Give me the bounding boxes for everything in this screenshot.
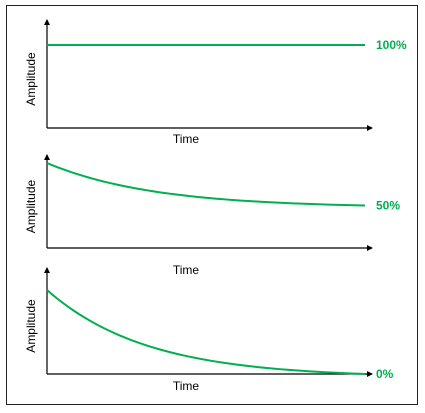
chart-2-y-axis-label: Amplitude [24, 180, 38, 234]
chart-1-x-axis-label: Time [173, 132, 200, 146]
chart-2-end-label: 50% [376, 199, 400, 213]
chart-3-y-axis-label: Amplitude [24, 299, 38, 353]
chart-1-end-label: 100% [376, 38, 407, 52]
chart-3-end-label: 0% [376, 367, 394, 381]
chart-1-y-axis-label: Amplitude [24, 52, 38, 106]
chart-3-series-line [46, 289, 366, 375]
chart-2-series-line [46, 162, 366, 207]
chart-2-x-axis-label: Time [173, 263, 200, 277]
chart-3-x-axis-label: Time [173, 379, 200, 393]
